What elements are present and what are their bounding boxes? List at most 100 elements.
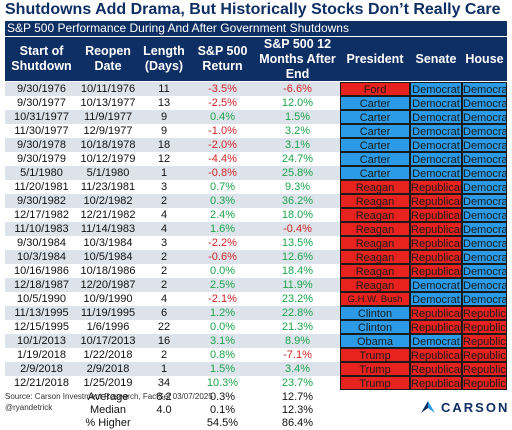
length-days-cell: 2: [138, 264, 190, 278]
sp500-return-cell: 0.8%: [190, 348, 255, 362]
president-cell: Reagan: [340, 236, 410, 250]
sp500-12m-return-cell: 3.4%: [255, 362, 340, 376]
house-cell: Democrat: [462, 96, 507, 110]
length-days-cell: 22: [138, 320, 190, 334]
reopen-date-cell: 12/20/1987: [78, 278, 138, 292]
header-senate: Senate: [415, 51, 457, 66]
table-row: 12/17/1982 12/21/1982 4 2.4% 18.0% Reagan Repu…: [5, 208, 507, 222]
table-row: 9/30/1984 10/3/1984 3 -2.2% 13.5% Reagan Repub…: [5, 236, 507, 250]
reopen-date-cell: 11/9/1977: [78, 110, 138, 124]
house-cell: Democrat: [462, 194, 507, 208]
start-date-cell: 12/21/2018: [5, 376, 78, 390]
sp500-12m-return-cell: 36.2%: [255, 194, 340, 208]
start-date-cell: 9/30/1984: [5, 236, 78, 250]
sp500-return-cell: -0.8%: [190, 166, 255, 180]
table-row: 9/30/1979 10/12/1979 12 -4.4% 24.7% Carter Dem…: [5, 152, 507, 166]
table-row: 12/15/1995 1/6/1996 22 0.0% 21.3% Clinton Repu…: [5, 320, 507, 334]
sp500-return-cell: 0.0%: [190, 320, 255, 334]
reopen-date-cell: 5/1/1980: [78, 166, 138, 180]
sp500-12m-return-cell: 13.5%: [255, 236, 340, 250]
sp500-return-cell: -2.1%: [190, 292, 255, 306]
table-row: 10/31/1977 11/9/1977 9 0.4% 1.5% Carter Democr…: [5, 110, 507, 124]
length-days-cell: 4: [138, 222, 190, 236]
senate-cell: Democrat: [410, 278, 462, 292]
house-cell: Republican: [462, 376, 507, 390]
president-cell: Reagan: [340, 194, 410, 208]
senate-cell: Republican: [410, 222, 462, 236]
length-days-cell: 9: [138, 110, 190, 124]
sp500-12m-return-cell: 9.3%: [255, 180, 340, 194]
summary-return-cell: 0.1%: [209, 404, 236, 416]
senate-cell: Democrat: [410, 292, 462, 306]
header-return-12m: S&P 500 12 Months After End: [259, 36, 336, 81]
reopen-date-cell: 10/17/2013: [78, 334, 138, 348]
reopen-date-cell: 10/18/1978: [78, 138, 138, 152]
summary-12m-return-cell: 12.3%: [281, 404, 314, 416]
length-days-cell: 1: [138, 362, 190, 376]
length-days-cell: 16: [138, 334, 190, 348]
sp500-return-cell: -2.5%: [190, 96, 255, 110]
reopen-date-cell: 10/9/1990: [78, 292, 138, 306]
house-cell: Democrat: [462, 250, 507, 264]
reopen-date-cell: 11/19/1995: [78, 306, 138, 320]
house-cell: Republican: [462, 362, 507, 376]
length-days-cell: 4: [138, 208, 190, 222]
length-days-cell: 34: [138, 376, 190, 390]
reopen-date-cell: 10/13/1977: [78, 96, 138, 110]
reopen-date-cell: 10/5/1984: [78, 250, 138, 264]
table-row: 9/30/1982 10/2/1982 2 0.3% 36.2% Reagan Republ…: [5, 194, 507, 208]
president-cell: G.H.W. Bush: [340, 292, 410, 306]
author-handle: @ryandetrick: [5, 403, 53, 412]
length-days-cell: 13: [138, 96, 190, 110]
sp500-12m-return-cell: -6.6%: [255, 82, 340, 96]
reopen-date-cell: 1/25/2019: [78, 376, 138, 390]
president-cell: Clinton: [340, 306, 410, 320]
table-header: Start of Shutdown Reopen Date Length (Da…: [5, 37, 507, 81]
sp500-12m-return-cell: 23.2%: [255, 292, 340, 306]
sp500-12m-return-cell: 25.8%: [255, 166, 340, 180]
sp500-return-cell: 2.4%: [190, 208, 255, 222]
length-days-cell: 6: [138, 306, 190, 320]
table-row: 2/9/2018 2/9/2018 1 1.5% 3.4% Trump Republican…: [5, 362, 507, 376]
sp500-return-cell: 10.3%: [190, 376, 255, 390]
house-cell: Democrat: [462, 166, 507, 180]
table-row: 12/18/1987 12/20/1987 2 2.5% 11.9% Reagan Demo…: [5, 278, 507, 292]
president-cell: Obama: [340, 334, 410, 348]
start-date-cell: 12/18/1987: [5, 278, 78, 292]
sp500-return-cell: 1.5%: [190, 362, 255, 376]
length-days-cell: 3: [138, 236, 190, 250]
sp500-return-cell: 0.4%: [190, 110, 255, 124]
sp500-return-cell: -4.4%: [190, 152, 255, 166]
house-cell: Democrat: [462, 236, 507, 250]
header-length: Length (Days): [143, 44, 185, 73]
reopen-date-cell: 12/21/1982: [78, 208, 138, 222]
start-date-cell: 9/30/1978: [5, 138, 78, 152]
length-days-cell: 1: [138, 166, 190, 180]
house-cell: Democrat: [462, 278, 507, 292]
header-return: S&P 500 Return: [197, 44, 248, 73]
sp500-return-cell: 0.0%: [190, 264, 255, 278]
sp500-12m-return-cell: 12.0%: [255, 96, 340, 110]
table-row: 11/10/1983 11/14/1983 4 1.6% -0.4% Reagan Repu…: [5, 222, 507, 236]
house-cell: Democrat: [462, 180, 507, 194]
senate-cell: Republican: [410, 264, 462, 278]
sp500-12m-return-cell: 1.5%: [255, 110, 340, 124]
reopen-date-cell: 2/9/2018: [78, 362, 138, 376]
summary-row: Average 8.2 0.3% 12.7%: [5, 391, 507, 404]
president-cell: Carter: [340, 96, 410, 110]
president-cell: Trump: [340, 348, 410, 362]
president-cell: Carter: [340, 110, 410, 124]
house-cell: Republican: [462, 320, 507, 334]
reopen-date-cell: 1/6/1996: [78, 320, 138, 334]
reopen-date-cell: 10/11/1976: [78, 82, 138, 96]
table-row: 9/30/1977 10/13/1977 13 -2.5% 12.0% Carter Dem…: [5, 96, 507, 110]
table-row: 1/19/2018 1/22/2018 2 0.8% -7.1% Trump Republi…: [5, 348, 507, 362]
sp500-return-cell: 1.2%: [190, 306, 255, 320]
start-date-cell: 10/5/1990: [5, 292, 78, 306]
senate-cell: Democrat: [410, 82, 462, 96]
president-cell: Reagan: [340, 278, 410, 292]
start-date-cell: 10/3/1984: [5, 250, 78, 264]
reopen-date-cell: 1/22/2018: [78, 348, 138, 362]
house-cell: Democrat: [462, 222, 507, 236]
president-cell: Carter: [340, 124, 410, 138]
